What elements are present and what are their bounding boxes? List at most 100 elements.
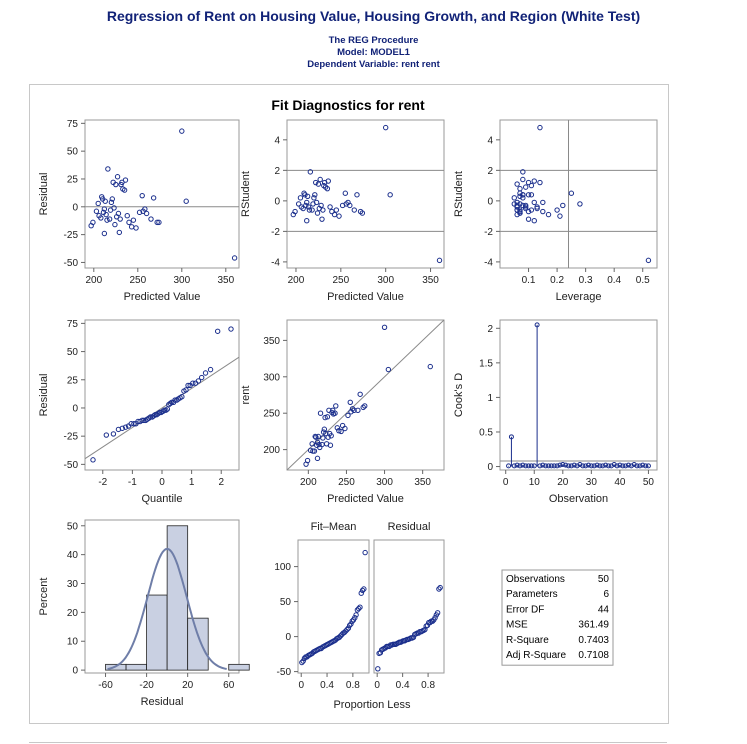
data-point xyxy=(317,410,324,416)
y-tick-label: -25 xyxy=(64,432,79,443)
data-point xyxy=(517,193,523,199)
data-point xyxy=(353,612,359,618)
data-point xyxy=(434,610,441,616)
data-point xyxy=(571,462,577,468)
data-point xyxy=(643,463,649,469)
x-tick-label: 1 xyxy=(189,477,195,488)
data-point xyxy=(148,216,154,222)
y-axis-label: RStudent xyxy=(240,171,252,217)
y-tick-label: -50 xyxy=(277,667,292,678)
data-point xyxy=(185,382,191,389)
data-point xyxy=(520,169,526,175)
x-tick-label: 350 xyxy=(217,275,234,286)
data-point xyxy=(554,463,560,469)
data-point xyxy=(304,199,310,206)
data-point xyxy=(605,463,611,469)
data-point xyxy=(90,219,96,226)
data-point xyxy=(299,659,305,666)
data-point xyxy=(577,201,583,207)
residual-histogram-plot: -60 -20 20 60 0 10 20 30 40 50 Residual Percent xyxy=(38,519,250,708)
data-point xyxy=(514,202,520,209)
histogram-bar xyxy=(187,617,209,671)
data-point xyxy=(147,414,154,420)
y-tick-label: 100 xyxy=(274,562,291,573)
data-point xyxy=(362,403,368,409)
data-point xyxy=(164,406,171,412)
x-axis-label: Predicted Value xyxy=(327,493,404,505)
x-tick-label: 200 xyxy=(288,275,305,286)
y-tick-label: 0 xyxy=(487,196,493,207)
stat-label: Parameters xyxy=(506,589,558,600)
y-tick-label: 0 xyxy=(285,632,291,643)
data-point xyxy=(382,124,389,131)
x-tick-label: 300 xyxy=(376,477,393,488)
data-point xyxy=(314,455,321,462)
data-point xyxy=(361,586,367,592)
data-point xyxy=(156,219,162,226)
data-point xyxy=(357,391,363,397)
data-point xyxy=(121,187,128,193)
data-point xyxy=(318,202,324,209)
y-axis-label: Cook's D xyxy=(453,373,465,417)
data-point xyxy=(108,199,115,206)
stat-label: MSE xyxy=(506,620,528,631)
data-point xyxy=(172,397,178,403)
stat-value: 0.7403 xyxy=(578,635,609,646)
data-point xyxy=(531,218,537,224)
plot-frame xyxy=(84,319,240,471)
data-point xyxy=(359,587,366,594)
y-tick-label: 200 xyxy=(263,445,280,456)
data-point xyxy=(101,230,108,237)
data-point xyxy=(113,181,119,188)
data-point xyxy=(102,198,108,204)
data-point xyxy=(292,208,298,215)
y-tick-label: 50 xyxy=(67,147,79,158)
x-axis-label: Observation xyxy=(549,493,608,505)
data-point xyxy=(90,457,96,463)
stat-label: Adj R-Square xyxy=(506,650,566,661)
data-point xyxy=(325,178,331,184)
data-point xyxy=(522,184,529,190)
data-point xyxy=(517,207,523,213)
data-point xyxy=(568,190,575,196)
fit-mean-plot: 0 0.4 0.8 -50 0 50 100 Fit–Mean xyxy=(274,521,370,691)
x-tick-label: 10 xyxy=(529,477,541,488)
y-axis-label: Percent xyxy=(38,578,50,616)
data-point xyxy=(115,210,122,217)
y-tick-label: -25 xyxy=(64,230,79,241)
data-point xyxy=(116,229,123,236)
data-point xyxy=(410,634,417,640)
data-point xyxy=(327,442,334,448)
data-point xyxy=(522,202,529,209)
data-point xyxy=(525,208,532,215)
data-point xyxy=(214,328,221,334)
page-title: Regression of Rent on Housing Value, Hou… xyxy=(106,8,641,24)
data-point xyxy=(352,615,358,621)
data-point xyxy=(139,417,145,424)
x-axis-label: Predicted Value xyxy=(327,291,404,303)
data-point xyxy=(332,410,338,416)
data-point xyxy=(314,210,321,216)
data-point xyxy=(517,210,523,216)
data-point xyxy=(351,207,357,213)
data-point xyxy=(354,192,360,198)
plot-frame xyxy=(373,539,445,674)
data-point xyxy=(111,205,117,211)
cooks-d-plot: 0 10 20 30 40 50 0 0.5 1 1.5 2 Observation Cook's D xyxy=(453,319,658,505)
data-point xyxy=(231,255,238,261)
data-point xyxy=(320,207,326,213)
data-point xyxy=(560,461,566,467)
data-point xyxy=(331,211,338,218)
data-point xyxy=(195,378,202,384)
normal-density-curve xyxy=(107,547,227,670)
data-point xyxy=(357,604,363,610)
data-point xyxy=(136,209,143,216)
data-point xyxy=(122,424,129,430)
x-tick-label: 200 xyxy=(85,275,102,286)
x-tick-label: 0 xyxy=(374,680,380,691)
data-point xyxy=(301,655,308,661)
data-point xyxy=(300,205,306,212)
y-tick-label: 0 xyxy=(487,462,493,473)
data-point xyxy=(114,174,121,180)
